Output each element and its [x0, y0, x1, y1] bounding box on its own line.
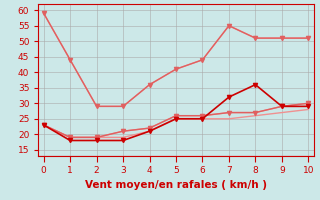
X-axis label: Vent moyen/en rafales ( km/h ): Vent moyen/en rafales ( km/h ): [85, 180, 267, 190]
